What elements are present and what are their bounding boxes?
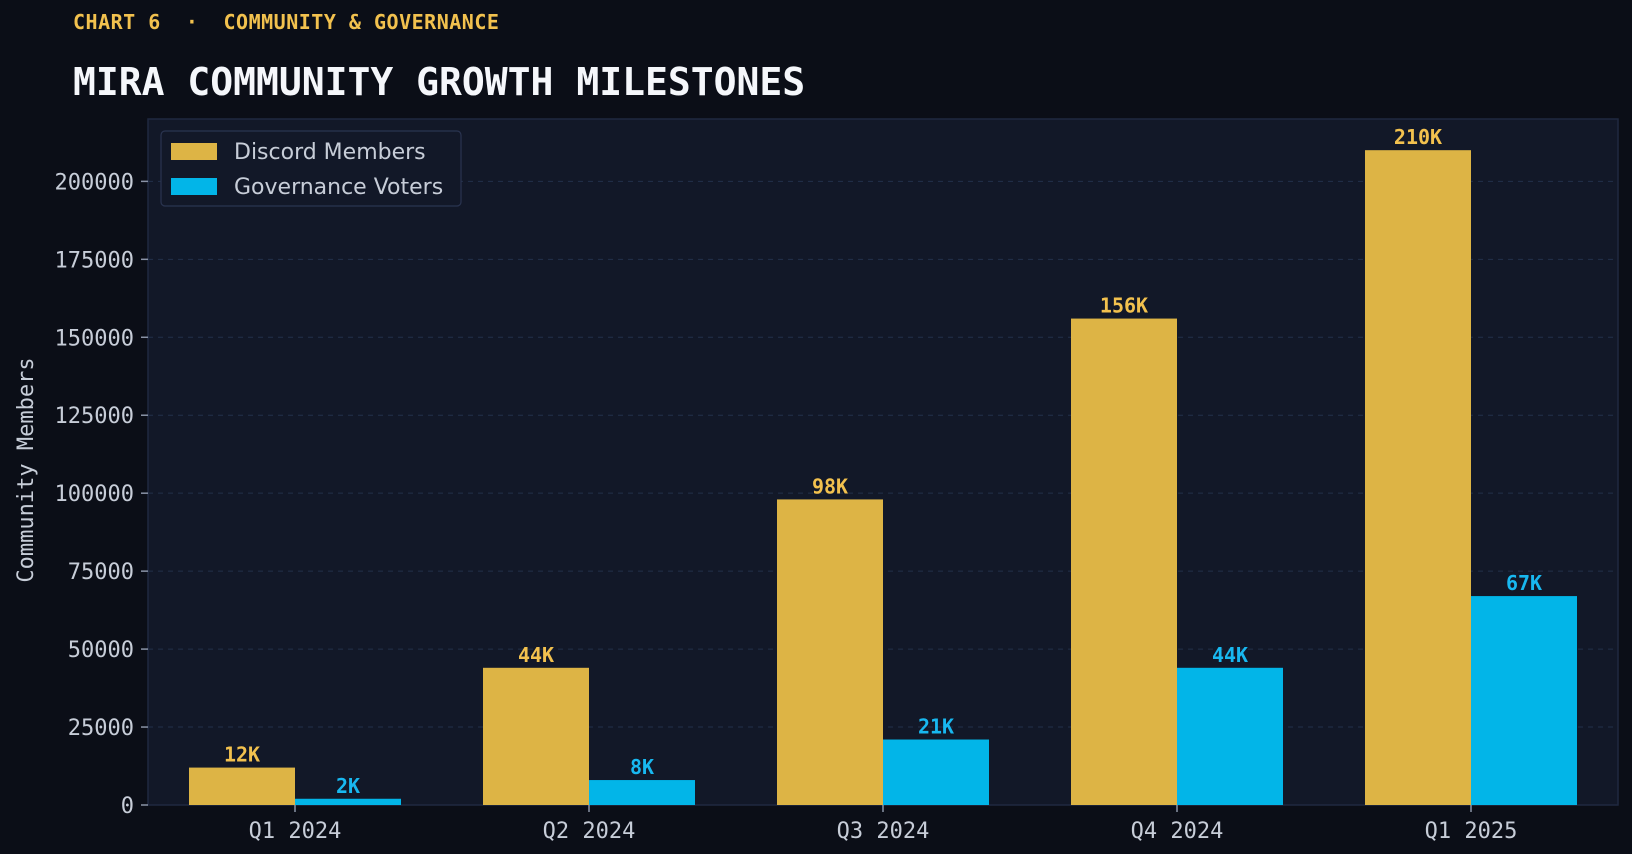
bar-governance-voters: [883, 739, 989, 805]
bar-discord-members: [483, 667, 589, 805]
data-label-discord-members: 98K: [812, 474, 848, 498]
x-tick-label: Q1 2025: [1425, 819, 1518, 844]
data-label-governance-voters: 2K: [336, 774, 360, 798]
bar-discord-members: [1365, 150, 1471, 805]
legend-label-discord-members: Discord Members: [234, 140, 426, 165]
bar-discord-members: [1071, 318, 1177, 805]
data-label-discord-members: 210K: [1394, 125, 1442, 149]
y-tick-label: 75000: [68, 560, 134, 585]
bar-discord-members: [189, 767, 295, 805]
y-tick-label: 200000: [55, 170, 134, 195]
y-tick-label: 175000: [55, 248, 134, 273]
legend: Discord Members Governance Voters: [160, 130, 462, 207]
legend-box: [160, 130, 462, 207]
legend-label-governance-voters: Governance Voters: [234, 175, 443, 200]
data-label-governance-voters: 8K: [630, 755, 654, 779]
y-tick-label: 50000: [68, 638, 134, 663]
legend-swatch-discord-members: [171, 143, 217, 160]
data-label-governance-voters: 67K: [1506, 571, 1542, 595]
data-label-discord-members: 156K: [1100, 294, 1148, 318]
x-tick-label: Q2 2024: [543, 819, 636, 844]
bar-governance-voters: [295, 798, 401, 805]
y-axis-label: Community Members: [14, 357, 39, 582]
data-label-discord-members: 12K: [224, 743, 260, 767]
bar-governance-voters: [1177, 667, 1283, 805]
y-tick-label: 150000: [55, 326, 134, 351]
chart-eyebrow: CHART 6 · COMMUNITY & GOVERNANCE: [73, 10, 500, 34]
legend-swatch-governance-voters: [171, 178, 217, 195]
chart-title: MIRA COMMUNITY GROWTH MILESTONES: [73, 60, 806, 104]
x-tick-label: Q3 2024: [837, 819, 930, 844]
x-tick-label: Q4 2024: [1131, 819, 1224, 844]
x-tick-label: Q1 2024: [249, 819, 342, 844]
y-tick-label: 0: [121, 794, 134, 819]
data-label-discord-members: 44K: [518, 643, 554, 667]
data-label-governance-voters: 44K: [1212, 643, 1248, 667]
y-tick-label: 100000: [55, 482, 134, 507]
y-tick-label: 25000: [68, 716, 134, 741]
y-tick-label: 125000: [55, 404, 134, 429]
data-label-governance-voters: 21K: [918, 715, 954, 739]
bar-governance-voters: [1471, 596, 1577, 805]
bar-discord-members: [777, 499, 883, 805]
bar-governance-voters: [589, 780, 695, 805]
